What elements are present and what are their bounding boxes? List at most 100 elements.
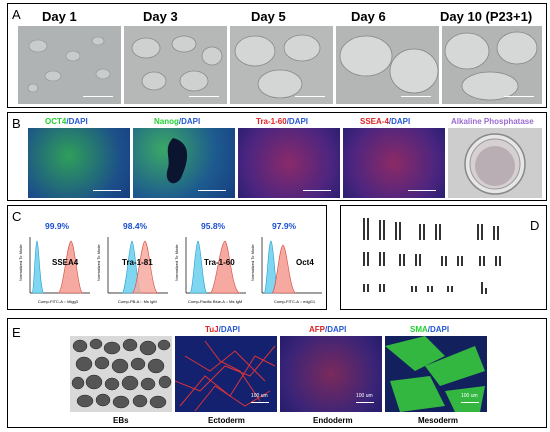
chromosome-row-3 xyxy=(363,282,487,294)
fluor-ssea4 xyxy=(343,128,445,198)
flow-histogram-tra181: Normalized To Mode Tra-1-81 Comp-PB-A ::… xyxy=(96,237,168,304)
scale-bar xyxy=(303,190,331,191)
marker-label: Tra-1-60 xyxy=(204,258,235,267)
marker-label: Oct4 xyxy=(296,258,314,267)
scale-text: 100 um xyxy=(461,393,478,399)
panel-c: C 99.9% 98.4% 95.8% 97.9% Normalized To … xyxy=(7,205,327,310)
micrograph-day6 xyxy=(336,26,439,104)
micrograph-day5 xyxy=(230,26,333,104)
scale-bar xyxy=(251,402,269,403)
karyogram xyxy=(363,218,501,294)
pct-tra181: 98.4% xyxy=(123,221,148,231)
sample-peak xyxy=(131,240,159,294)
stain-label-sma: SMA/DAPI xyxy=(410,325,449,334)
y-axis-label: Normalized To Mode xyxy=(174,244,179,281)
label-endoderm: Endoderm xyxy=(313,416,353,425)
colony-shapes xyxy=(442,26,542,104)
micrograph-day1 xyxy=(18,26,121,104)
fluor-afp: 100 um xyxy=(280,336,382,412)
stain-label-ssea4: SSEA-4/DAPI xyxy=(360,117,410,126)
dark-region xyxy=(166,138,188,184)
flow-histogram-oct4: Normalized To Mode Oct4 Comp-FITC-A :: m… xyxy=(250,237,322,304)
sample-peak xyxy=(271,244,297,294)
colony-shapes xyxy=(336,26,439,104)
pct-oct4: 97.9% xyxy=(272,221,297,231)
scale-bar xyxy=(504,96,534,97)
chromosome-row-2 xyxy=(363,252,501,266)
stain-label-oct4: OCT4/DAPI xyxy=(45,117,88,126)
stain-suffix: /DAPI xyxy=(66,117,88,126)
fluor-nanog xyxy=(133,128,235,198)
day-label-3: Day 3 xyxy=(143,9,178,24)
y-axis-label: Normalized To Mode xyxy=(250,244,255,281)
day-label-6: Day 6 xyxy=(351,9,386,24)
eb-aggregates xyxy=(70,336,172,412)
fluor-sma: 100 um xyxy=(385,336,487,412)
x-axis-label: Comp-PB-A :: Ms IgM xyxy=(118,299,157,304)
scale-bar xyxy=(356,402,374,403)
day-label-1: Day 1 xyxy=(42,9,77,24)
stain-label-tra160: Tra-1-60/DAPI xyxy=(256,117,308,126)
eb-micrograph xyxy=(70,336,172,412)
stain-suffix: /DAPI xyxy=(286,117,309,126)
control-peak xyxy=(31,240,45,294)
colony-shapes xyxy=(230,26,333,104)
fluor-tuj: 100 um xyxy=(175,336,277,412)
stain-name: Nanog xyxy=(154,117,179,126)
scale-bar xyxy=(295,96,325,97)
stain-name: Tra-1-60 xyxy=(256,117,287,126)
panel-e: E TuJ/DAPI AFP/DAPI SMA/DAPI xyxy=(7,318,547,428)
panel-d: D xyxy=(340,205,547,310)
pct-ssea4: 99.9% xyxy=(45,221,70,231)
y-axis-label: Normalized To Mode xyxy=(18,244,23,281)
stain-label-nanog: Nanog/DAPI xyxy=(154,117,200,126)
panel-b-label: B xyxy=(12,116,21,131)
scale-text: 100 um xyxy=(356,393,373,399)
scale-bar xyxy=(83,96,113,97)
scale-bar xyxy=(198,190,226,191)
neuron-fibers xyxy=(175,336,277,412)
stain-name: SSEA-4 xyxy=(360,117,389,126)
panel-a: A Day 1 Day 3 Day 5 Day 6 Day 10 (P23+1) xyxy=(7,3,547,108)
x-axis-label: Comp-Pacific Blue-A :: Ms IgM xyxy=(188,299,242,304)
control-peak xyxy=(189,240,208,294)
fluor-oct4 xyxy=(28,128,130,198)
label-ectoderm: Ectoderm xyxy=(208,416,245,425)
fluor-tra160 xyxy=(238,128,340,198)
flow-histogram-ssea4: Normalized To Mode SSEA4 Comp-FITC-A :: … xyxy=(18,237,90,304)
stain-name: AFP xyxy=(309,325,325,334)
panel-a-label: A xyxy=(12,7,21,22)
sample-peak xyxy=(57,240,84,294)
micrograph-day3 xyxy=(124,26,227,104)
stain-suffix: /DAPI xyxy=(178,117,201,126)
muscle-fibers xyxy=(385,336,487,412)
panel-d-label: D xyxy=(530,218,540,233)
sample-peak xyxy=(209,240,241,294)
scale-bar xyxy=(401,96,431,97)
panel-e-label: E xyxy=(12,325,21,340)
day-label-10: Day 10 (P23+1) xyxy=(440,9,533,24)
day-label-5: Day 5 xyxy=(251,9,286,24)
label-mesoderm: Mesoderm xyxy=(418,416,459,425)
colony-shapes xyxy=(18,26,121,104)
stain-name: SMA xyxy=(410,325,428,334)
stain-suffix: /DAPI xyxy=(388,117,411,126)
scale-bar xyxy=(408,190,436,191)
stain-label-ap: Alkaline Phosphatase xyxy=(451,117,534,126)
flow-histogram-tra160: Normalized To Mode Tra-1-60 Comp-Pacific… xyxy=(174,237,246,304)
stain-name: OCT4 xyxy=(45,117,67,126)
scale-bar xyxy=(189,96,219,97)
stain-suffix: /DAPI xyxy=(218,325,240,334)
ap-well-photo xyxy=(448,128,542,198)
stain-suffix: /DAPI xyxy=(427,325,450,334)
panel-b: B OCT4/DAPI Nanog/DAPI Tra-1-60/DAPI SSE… xyxy=(7,112,547,201)
micrograph-day10 xyxy=(442,26,542,104)
y-axis-label: Normalized To Mode xyxy=(96,244,101,281)
x-axis-label: Comp-FITC-A :: mIgG1 xyxy=(274,299,316,304)
scale-text: 100 um xyxy=(251,393,268,399)
marker-label: SSEA4 xyxy=(52,258,79,267)
stain-suffix: /DAPI xyxy=(325,325,347,334)
chromosome-row-1 xyxy=(363,218,499,240)
stain-name: TuJ xyxy=(205,325,219,334)
label-ebs: EBs xyxy=(113,416,129,425)
